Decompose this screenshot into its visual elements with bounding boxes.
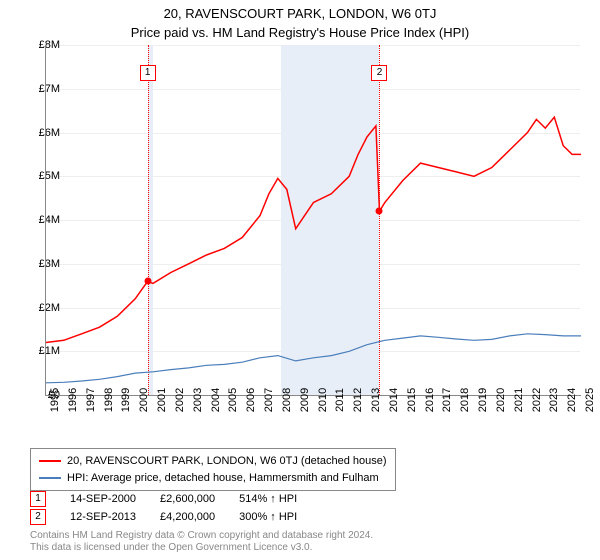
x-tick: 2002 xyxy=(174,388,186,412)
table-row: 2 12-SEP-2013 £4,200,000 300% ↑ HPI xyxy=(30,508,297,526)
x-tick: 2013 xyxy=(370,388,382,412)
event-marker-box: 2 xyxy=(371,65,387,81)
x-tick: 2005 xyxy=(227,388,239,412)
event-marker: 1 xyxy=(30,491,46,507)
x-tick: 1995 xyxy=(49,388,61,412)
x-tick: 2025 xyxy=(584,388,596,412)
chart-subtitle: Price paid vs. HM Land Registry's House … xyxy=(0,23,600,40)
footer-line: This data is licensed under the Open Gov… xyxy=(30,542,373,554)
x-tick: 2009 xyxy=(299,388,311,412)
x-tick: 1996 xyxy=(67,388,79,412)
x-tick: 2017 xyxy=(441,388,453,412)
chart-title: 20, RAVENSCOURT PARK, LONDON, W6 0TJ xyxy=(0,0,600,23)
table-row: 1 14-SEP-2000 £2,600,000 514% ↑ HPI xyxy=(30,490,297,508)
series-line xyxy=(46,334,581,383)
legend-swatch xyxy=(39,460,61,462)
event-price: £4,200,000 xyxy=(160,511,215,523)
event-marker: 2 xyxy=(30,509,46,525)
x-tick: 2022 xyxy=(531,388,543,412)
x-tick: 2020 xyxy=(495,388,507,412)
legend-label: 20, RAVENSCOURT PARK, LONDON, W6 0TJ (de… xyxy=(67,453,387,470)
x-tick: 2008 xyxy=(281,388,293,412)
x-tick: 2007 xyxy=(263,388,275,412)
line-series xyxy=(46,45,581,395)
event-price: £2,600,000 xyxy=(160,493,215,505)
events-table: 1 14-SEP-2000 £2,600,000 514% ↑ HPI 2 12… xyxy=(30,490,297,526)
legend-item: 20, RAVENSCOURT PARK, LONDON, W6 0TJ (de… xyxy=(39,453,387,470)
legend: 20, RAVENSCOURT PARK, LONDON, W6 0TJ (de… xyxy=(30,448,396,491)
x-tick: 2015 xyxy=(406,388,418,412)
event-pct: 514% ↑ HPI xyxy=(239,493,297,505)
x-tick: 1999 xyxy=(120,388,132,412)
footer-attribution: Contains HM Land Registry data © Crown c… xyxy=(30,530,373,554)
x-tick: 2019 xyxy=(477,388,489,412)
x-tick: 2021 xyxy=(513,388,525,412)
plot-area: 12 xyxy=(45,45,581,396)
x-tick: 2011 xyxy=(334,388,346,412)
x-tick: 2004 xyxy=(210,388,222,412)
x-tick: 2012 xyxy=(352,388,364,412)
x-tick: 1997 xyxy=(85,388,97,412)
legend-swatch xyxy=(39,477,61,479)
x-tick: 2010 xyxy=(317,388,329,412)
footer-line: Contains HM Land Registry data © Crown c… xyxy=(30,530,373,542)
x-tick: 2006 xyxy=(245,388,257,412)
legend-item: HPI: Average price, detached house, Hamm… xyxy=(39,470,387,487)
x-tick: 2000 xyxy=(138,388,150,412)
x-tick: 1998 xyxy=(103,388,115,412)
x-tick: 2018 xyxy=(459,388,471,412)
series-line xyxy=(46,117,581,342)
x-tick: 2014 xyxy=(388,388,400,412)
legend-label: HPI: Average price, detached house, Hamm… xyxy=(67,470,379,487)
event-marker-box: 1 xyxy=(140,65,156,81)
x-tick: 2023 xyxy=(548,388,560,412)
x-tick: 2001 xyxy=(156,388,168,412)
x-tick: 2024 xyxy=(566,388,578,412)
chart-container: 20, RAVENSCOURT PARK, LONDON, W6 0TJ Pri… xyxy=(0,0,600,560)
event-date: 14-SEP-2000 xyxy=(70,493,136,505)
x-tick: 2003 xyxy=(192,388,204,412)
event-dot xyxy=(144,278,151,285)
x-tick: 2016 xyxy=(424,388,436,412)
event-date: 12-SEP-2013 xyxy=(70,511,136,523)
event-pct: 300% ↑ HPI xyxy=(239,511,297,523)
event-dot xyxy=(376,208,383,215)
